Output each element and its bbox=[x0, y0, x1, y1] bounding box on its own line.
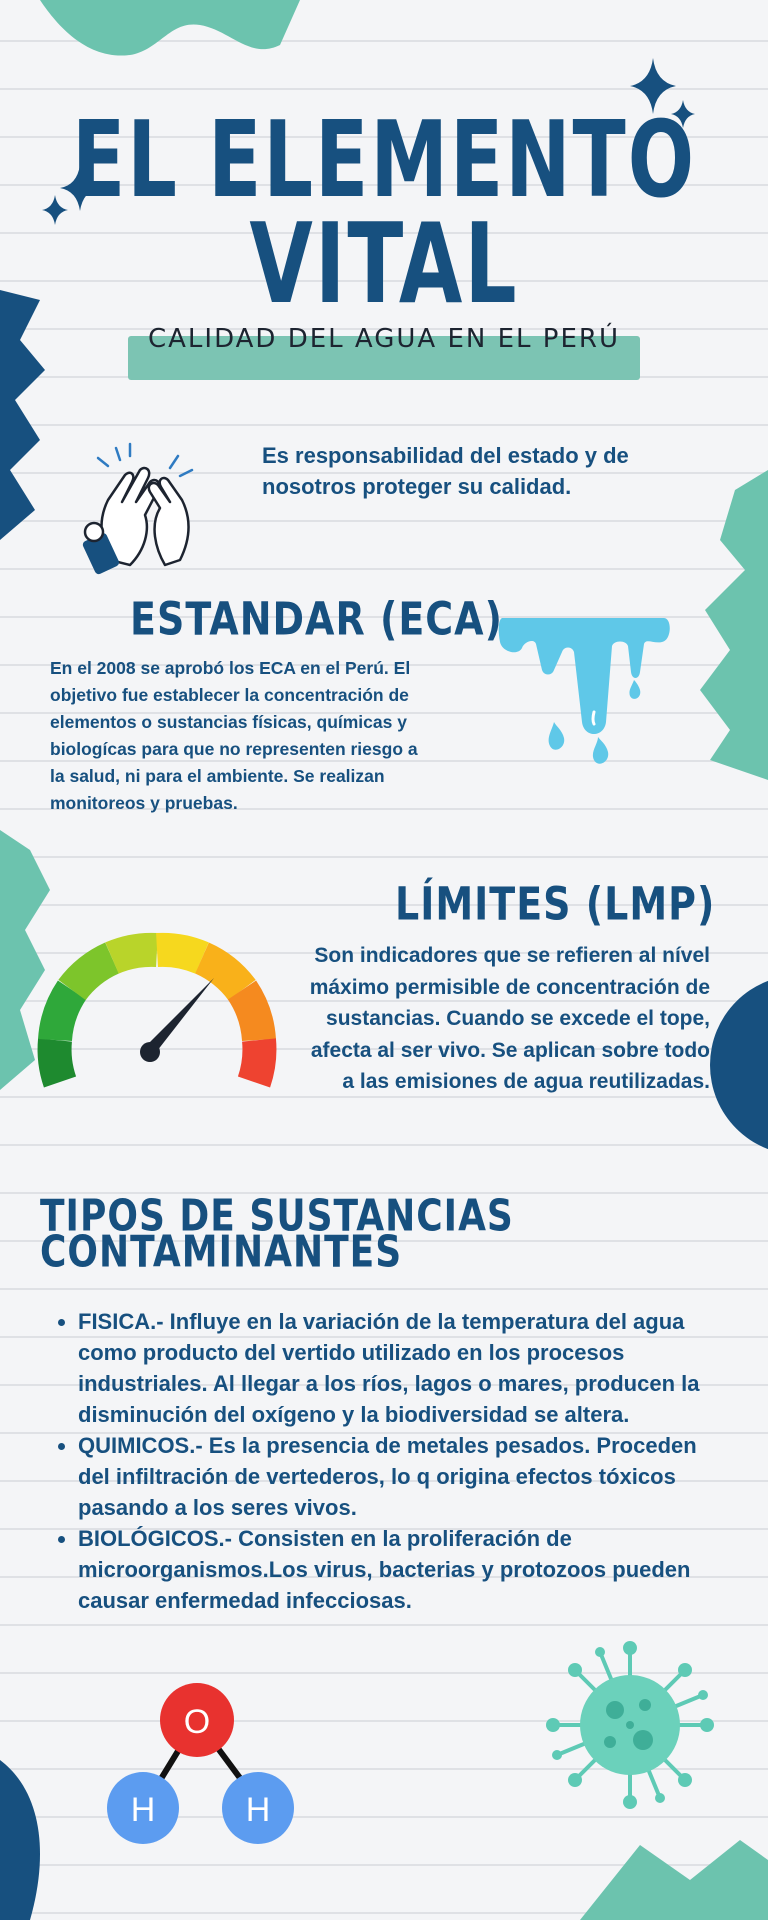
high-five-icon bbox=[82, 442, 194, 575]
water-molecule-icon: O H H bbox=[107, 1683, 294, 1844]
eca-text: En el 2008 se aprobó los ECA en el Perú.… bbox=[50, 658, 418, 813]
sparkle-icon-left-small bbox=[42, 195, 68, 225]
types-heading-line1: TIPOS DE SUSTANCIAS bbox=[40, 1191, 514, 1242]
sparkle-icon-large bbox=[630, 58, 676, 114]
page-title-line2: VITAL bbox=[249, 200, 519, 329]
oxygen-label: O bbox=[184, 1703, 210, 1741]
gauge-icon bbox=[37, 932, 277, 1088]
types-heading-line2: CONTAMINANTES bbox=[40, 1227, 403, 1278]
bottom-left-navy bbox=[0, 1760, 40, 1920]
hydrogen-atom-right bbox=[222, 1772, 294, 1844]
contaminant-types-list: FISICA.- Influye en la variación de la t… bbox=[50, 1306, 718, 1616]
sparkle-icon-left bbox=[60, 165, 100, 211]
hydrogen-left-label: H bbox=[131, 1791, 156, 1829]
list-item: FISICA.- Influye en la variación de la t… bbox=[78, 1306, 718, 1430]
right-navy-circle bbox=[710, 980, 768, 1150]
top-teal-blob bbox=[40, 0, 300, 56]
list-item: BIOLÓGICOS.- Consisten en la proliferaci… bbox=[78, 1523, 718, 1616]
left-teal-shape bbox=[0, 830, 50, 1090]
lmp-heading: LÍMITES (LMP) bbox=[395, 877, 716, 931]
hydrogen-right-label: H bbox=[246, 1791, 271, 1829]
intro-text: Es responsabilidad del estado y de nosot… bbox=[262, 443, 629, 499]
page-title-line1: EL ELEMENTO bbox=[71, 99, 697, 222]
oxygen-atom bbox=[160, 1683, 234, 1757]
subtitle-bar bbox=[128, 336, 640, 380]
page-subtitle: CALIDAD DEL AGUA EN EL PERÚ bbox=[147, 324, 620, 354]
left-navy-shape bbox=[0, 290, 45, 540]
bottom-right-teal bbox=[580, 1840, 768, 1920]
right-teal-shape bbox=[700, 470, 768, 780]
list-item: QUIMICOS.- Es la presencia de metales pe… bbox=[78, 1430, 718, 1523]
eca-heading: ESTANDAR (ECA) bbox=[130, 592, 503, 646]
sparkle-icon-small bbox=[671, 100, 695, 128]
virus-icon bbox=[546, 1641, 714, 1809]
lmp-text: Son indicadores que se refieren al nível… bbox=[309, 944, 710, 1093]
dripping-water-icon bbox=[498, 618, 670, 764]
hydrogen-atom-left bbox=[107, 1772, 179, 1844]
